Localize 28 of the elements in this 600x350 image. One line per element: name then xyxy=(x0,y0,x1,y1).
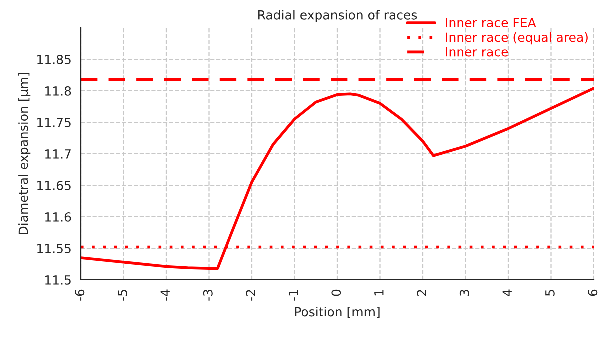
x-tick-label: 0 xyxy=(332,290,342,296)
x-tick-label: -6 xyxy=(75,290,85,301)
x-tick-label: -4 xyxy=(160,290,170,301)
legend-label: Inner race (equal area) xyxy=(446,32,588,45)
x-tick-label: 5 xyxy=(546,290,555,296)
y-tick-label: 11.6 xyxy=(46,212,72,222)
x-tick-label: -3 xyxy=(203,290,213,301)
x-tick-label: 2 xyxy=(417,290,426,296)
x-axis-title: Position [mm] xyxy=(295,307,380,318)
y-axis-title: Diametral expansion [µm] xyxy=(18,73,31,235)
legend-label: Inner race FEA xyxy=(446,18,536,28)
chart-title: Radial expansion of races xyxy=(258,10,418,22)
x-tick-label: 3 xyxy=(460,290,470,296)
x-tick-label: 1 xyxy=(374,290,384,296)
x-tick-label: -2 xyxy=(246,290,256,301)
y-tick-label: 11.55 xyxy=(38,244,71,254)
y-tick-label: 11.5 xyxy=(46,276,71,285)
y-tick-label: 11.85 xyxy=(38,54,71,64)
x-tick-label: 4 xyxy=(502,290,512,296)
y-tick-label: 11.65 xyxy=(38,180,71,190)
legend-label: Inner race xyxy=(446,47,508,57)
line-series xyxy=(81,87,594,270)
x-tick-label: -5 xyxy=(118,290,128,301)
y-tick-label: 11.8 xyxy=(46,86,72,96)
y-tick-label: 11.7 xyxy=(46,150,71,159)
y-tick-label: 11.75 xyxy=(38,118,71,128)
x-tick-label: 6 xyxy=(588,290,598,296)
x-tick-label: -1 xyxy=(289,290,298,301)
